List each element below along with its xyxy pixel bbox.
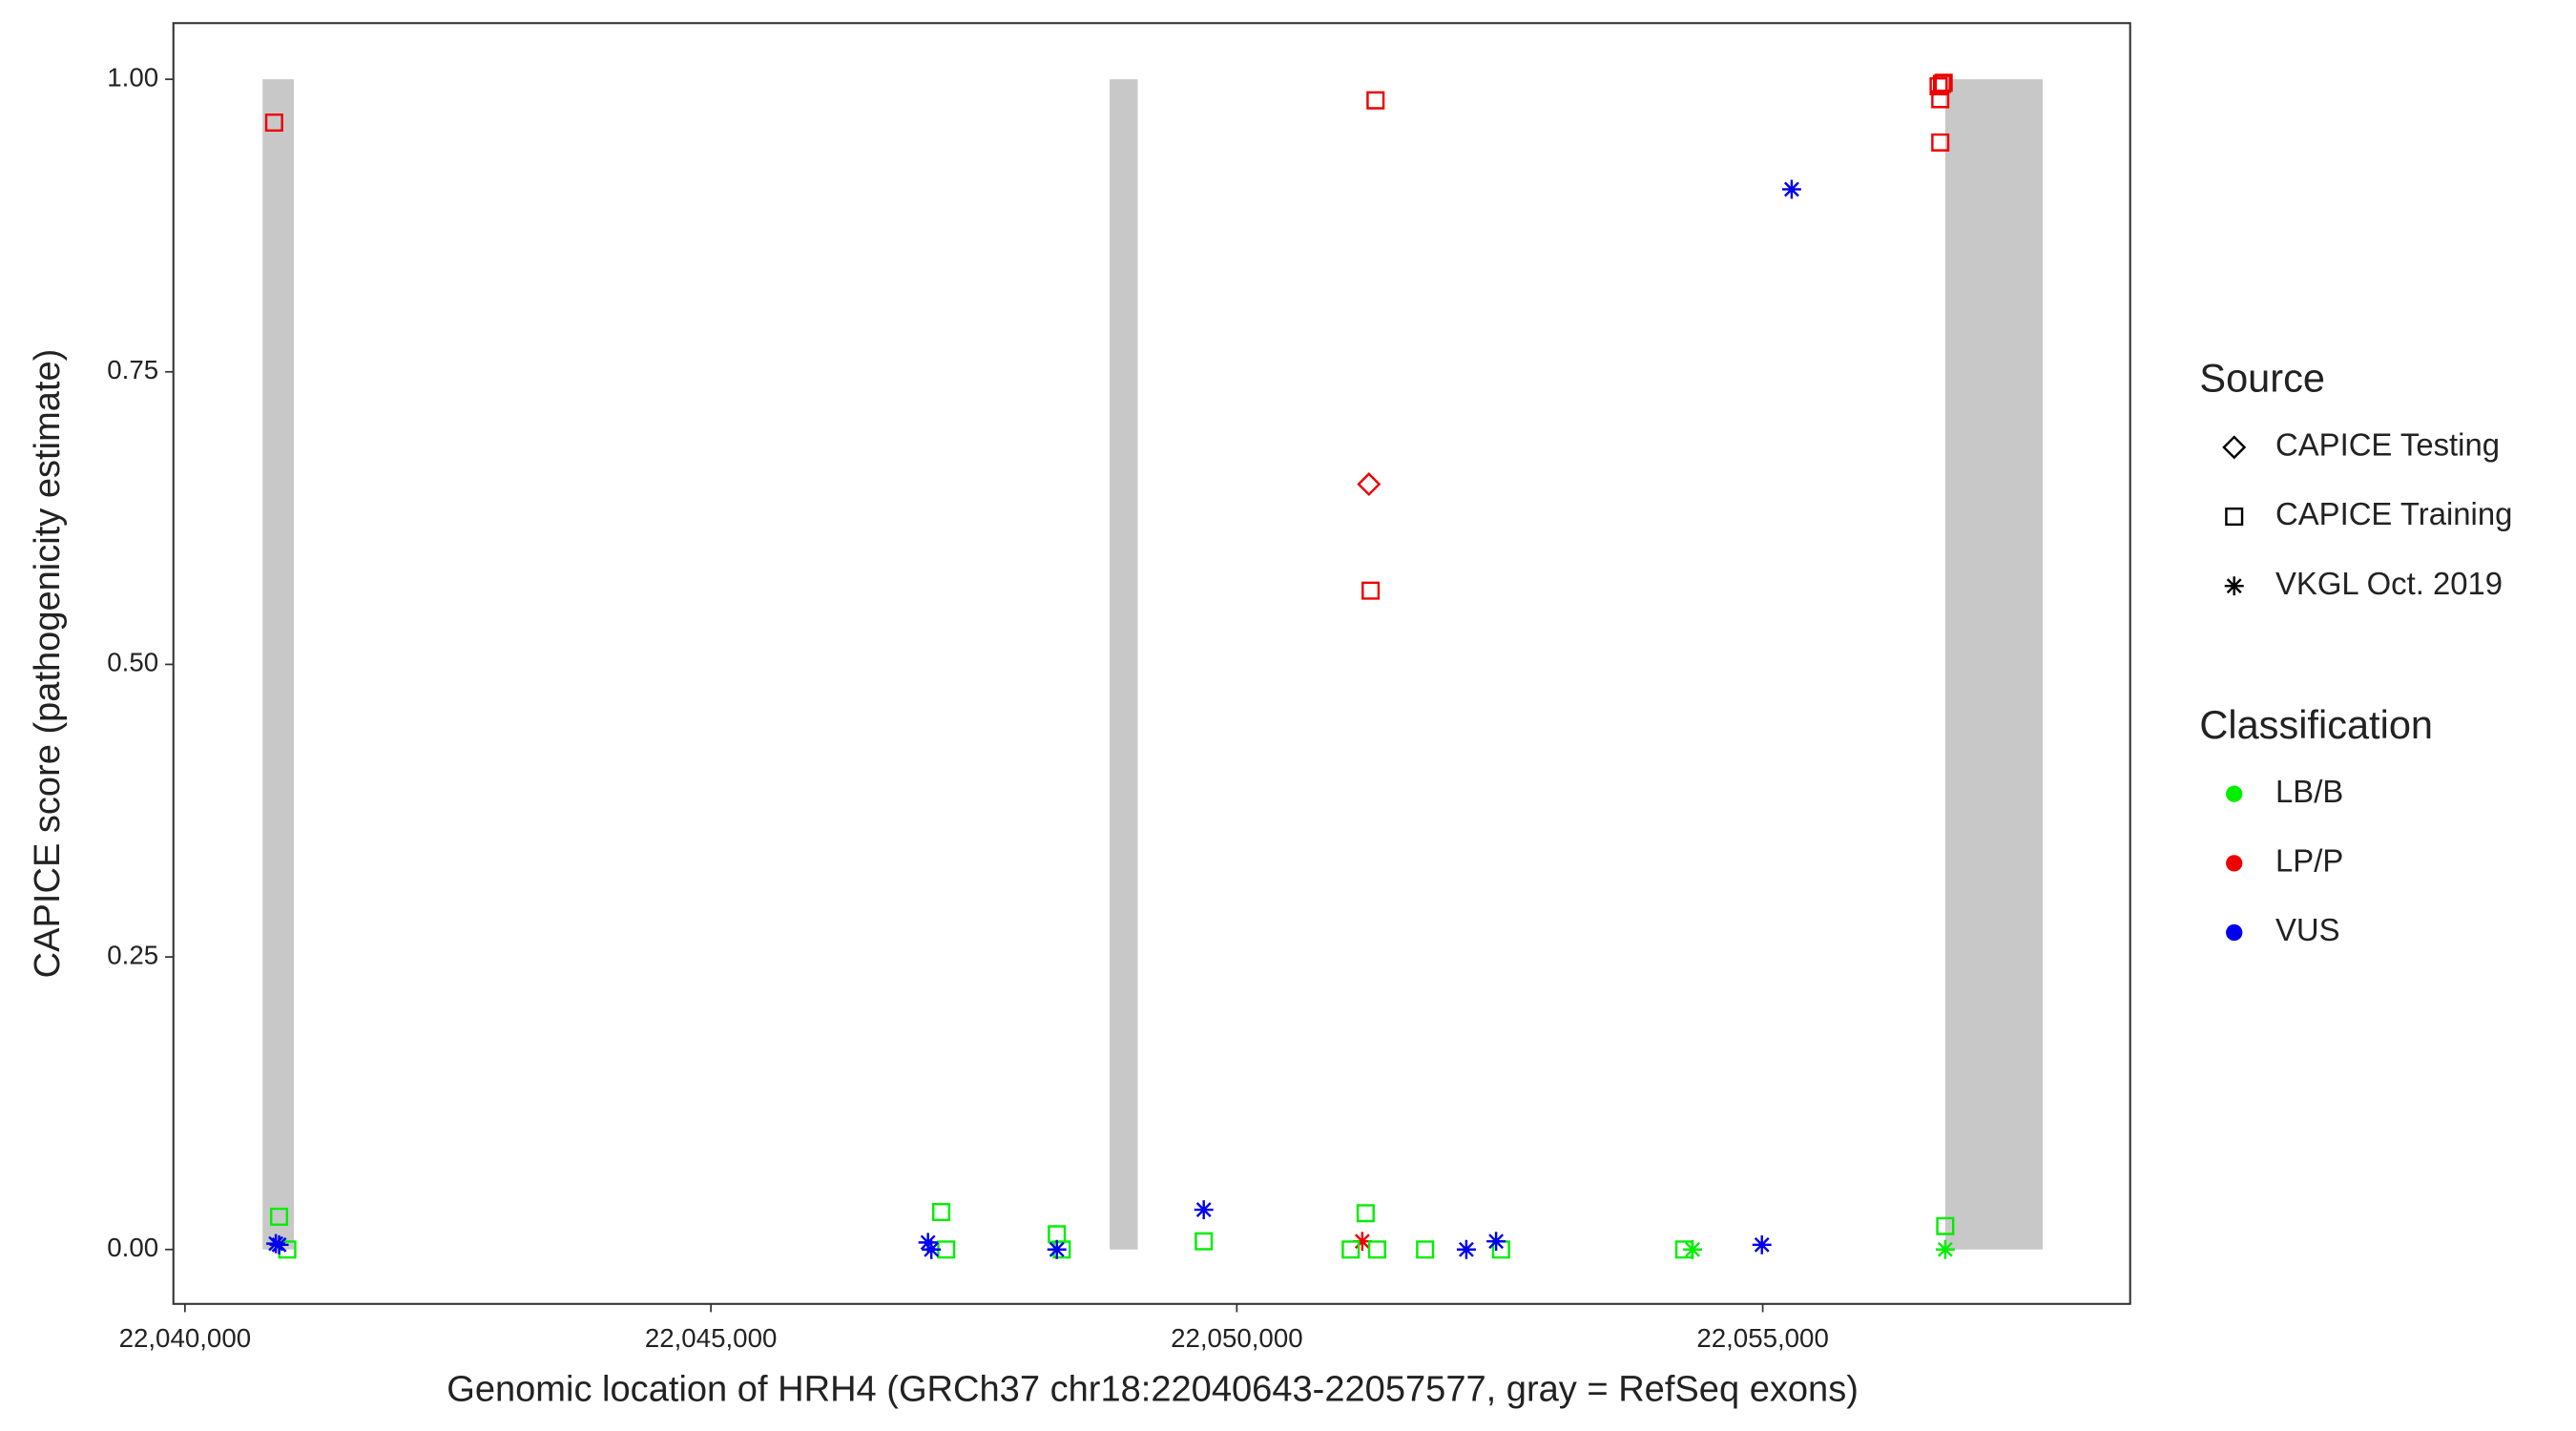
x-tick-label: 22,045,000 [645, 1323, 778, 1353]
legend-title: Source [2199, 356, 2325, 401]
point [269, 1234, 289, 1255]
point [1366, 91, 1385, 110]
point [1416, 1240, 1435, 1259]
legend-label: LP/P [2275, 843, 2343, 879]
legend-symbol [2222, 435, 2247, 460]
point [1361, 581, 1381, 600]
point [1683, 1239, 1703, 1259]
point [1752, 1234, 1772, 1255]
point [1931, 133, 1950, 152]
y-tick-label: 0.75 [107, 355, 158, 384]
point [1936, 1216, 1955, 1235]
legend-symbol [2226, 785, 2243, 802]
point [1047, 1239, 1067, 1259]
point [1929, 76, 1948, 95]
legend-label: VKGL Oct. 2019 [2275, 566, 2503, 601]
y-tick-label: 0.50 [107, 648, 158, 677]
point [1194, 1200, 1214, 1220]
legend-symbol [2224, 576, 2244, 596]
point [270, 1207, 289, 1226]
y-tick-label: 1.00 [107, 62, 158, 92]
point [1781, 179, 1801, 199]
point [937, 1240, 956, 1259]
point [932, 1202, 951, 1222]
legend-label: CAPICE Testing [2275, 427, 2500, 463]
x-tick-label: 22,050,000 [1171, 1323, 1303, 1353]
point [1486, 1232, 1506, 1252]
point [1352, 1232, 1372, 1252]
plot-panel [172, 22, 2131, 1305]
point [1341, 1240, 1361, 1259]
legend-label: VUS [2275, 912, 2340, 947]
point [266, 1234, 286, 1254]
point [1357, 472, 1381, 497]
point [1356, 1204, 1375, 1223]
point [922, 1239, 942, 1259]
exon [1944, 79, 2043, 1250]
x-tick-label: 22,055,000 [1696, 1323, 1829, 1353]
x-tick-label: 22,040,000 [119, 1323, 252, 1353]
point [918, 1233, 938, 1253]
y-tick-label: 0.00 [107, 1233, 158, 1262]
point [1935, 1239, 1955, 1259]
point [1932, 74, 1951, 93]
y-tick-label: 0.25 [107, 940, 158, 969]
exon [262, 79, 295, 1250]
legend-symbol [2226, 855, 2243, 872]
legend-symbol [2226, 923, 2243, 942]
legend-symbol [2225, 508, 2244, 527]
point [1934, 73, 1953, 93]
point [1048, 1225, 1067, 1244]
point [264, 113, 283, 133]
point [1367, 1240, 1386, 1259]
x-axis-title: Genomic location of HRH4 (GRCh37 chr18:2… [447, 1370, 1859, 1410]
legend-label: CAPICE Training [2275, 496, 2512, 531]
legend-title: Classification [2199, 702, 2433, 747]
y-axis-title: CAPICE score (pathogenicity estimate) [28, 349, 68, 979]
point [1195, 1232, 1214, 1251]
exon [1110, 79, 1138, 1250]
point [1456, 1239, 1476, 1259]
legend-label: LB/B [2275, 774, 2343, 809]
